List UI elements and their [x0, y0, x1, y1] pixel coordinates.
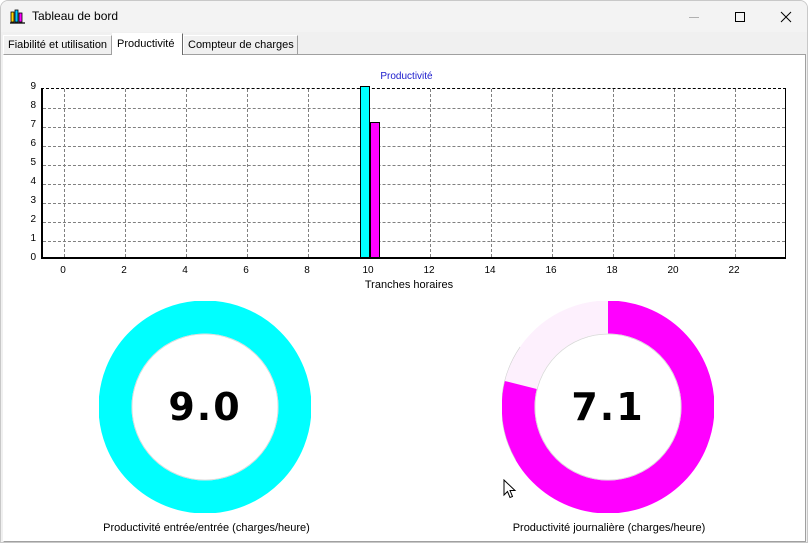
tab-strip: Fiabilité et utilisation Productivité Co… — [1, 32, 807, 55]
tab-label: Fiabilité et utilisation — [8, 39, 108, 51]
chart-title: Productivité — [380, 71, 433, 82]
mouse-pointer-icon — [503, 479, 517, 499]
y-tick: 4 — [30, 176, 36, 187]
x-tick: 18 — [606, 265, 618, 276]
gauge-caption-entry: Productivité entrée/entrée (charges/heur… — [103, 522, 310, 534]
window-title: Tableau de bord — [32, 9, 119, 23]
tab-label: Productivité — [117, 38, 175, 50]
x-tick: 10 — [362, 265, 374, 276]
y-tick: 1 — [30, 233, 36, 244]
minimize-icon — [689, 16, 699, 18]
tab-label: Compteur de charges — [188, 39, 294, 51]
gridline — [613, 89, 614, 257]
bar-chart-app-icon — [10, 9, 25, 24]
gridline — [43, 184, 785, 185]
close-button[interactable] — [763, 1, 807, 32]
x-axis-label: Tranches horaires — [364, 279, 454, 291]
productivity-panel: Productivité — [3, 54, 806, 542]
y-tick: 8 — [30, 100, 36, 111]
y-tick: 3 — [30, 195, 36, 206]
y-tick: 6 — [30, 138, 36, 149]
x-tick: 8 — [304, 265, 310, 276]
gridline — [247, 89, 248, 257]
x-tick: 12 — [423, 265, 435, 276]
gridline — [64, 89, 65, 257]
gridline — [674, 89, 675, 257]
tab-compteur-charges[interactable]: Compteur de charges — [183, 35, 298, 54]
gridline — [43, 127, 785, 128]
maximize-icon — [735, 11, 745, 22]
x-tick: 14 — [484, 265, 496, 276]
gridline — [308, 89, 309, 257]
productivity-bar-chart — [41, 86, 786, 259]
y-tick: 5 — [30, 157, 36, 168]
donut-ring — [98, 300, 312, 514]
gridline — [43, 222, 785, 223]
gridline — [43, 241, 785, 242]
gauge-value: 9.0 — [168, 385, 242, 429]
y-tick: 0 — [30, 252, 36, 263]
x-tick: 4 — [182, 265, 188, 276]
gridline — [43, 146, 785, 147]
maximize-button[interactable] — [717, 1, 763, 32]
x-tick: 20 — [667, 265, 679, 276]
gauge-caption-daily: Productivité journalière (charges/heure) — [512, 522, 706, 534]
gridline — [43, 108, 785, 109]
gauge-entry-productivity: 9.0 — [98, 300, 312, 514]
y-tick: 9 — [30, 81, 36, 92]
close-icon — [780, 11, 792, 22]
title-bar[interactable]: Tableau de bord — [1, 1, 807, 32]
gauge-daily-productivity: 7.1 — [501, 300, 715, 514]
y-tick: 2 — [30, 214, 36, 225]
gridline — [735, 89, 736, 257]
minimize-button[interactable] — [671, 1, 717, 32]
gridline — [430, 89, 431, 257]
gauge-value: 7.1 — [571, 385, 645, 429]
bar-entry-productivity — [360, 86, 370, 257]
x-tick: 6 — [243, 265, 249, 276]
bar-daily-productivity — [370, 122, 380, 257]
x-tick: 22 — [728, 265, 740, 276]
tab-productivite[interactable]: Productivité — [112, 33, 183, 55]
x-tick: 0 — [60, 265, 66, 276]
y-tick: 7 — [30, 119, 36, 130]
tab-fiabilite-utilisation[interactable]: Fiabilité et utilisation — [3, 35, 112, 54]
x-tick: 16 — [545, 265, 557, 276]
x-tick: 2 — [121, 265, 127, 276]
gridline — [125, 89, 126, 257]
gridline — [491, 89, 492, 257]
donut-ring — [501, 300, 715, 514]
gridline — [43, 165, 785, 166]
gridline — [552, 89, 553, 257]
gridline — [186, 89, 187, 257]
gridline — [43, 203, 785, 204]
